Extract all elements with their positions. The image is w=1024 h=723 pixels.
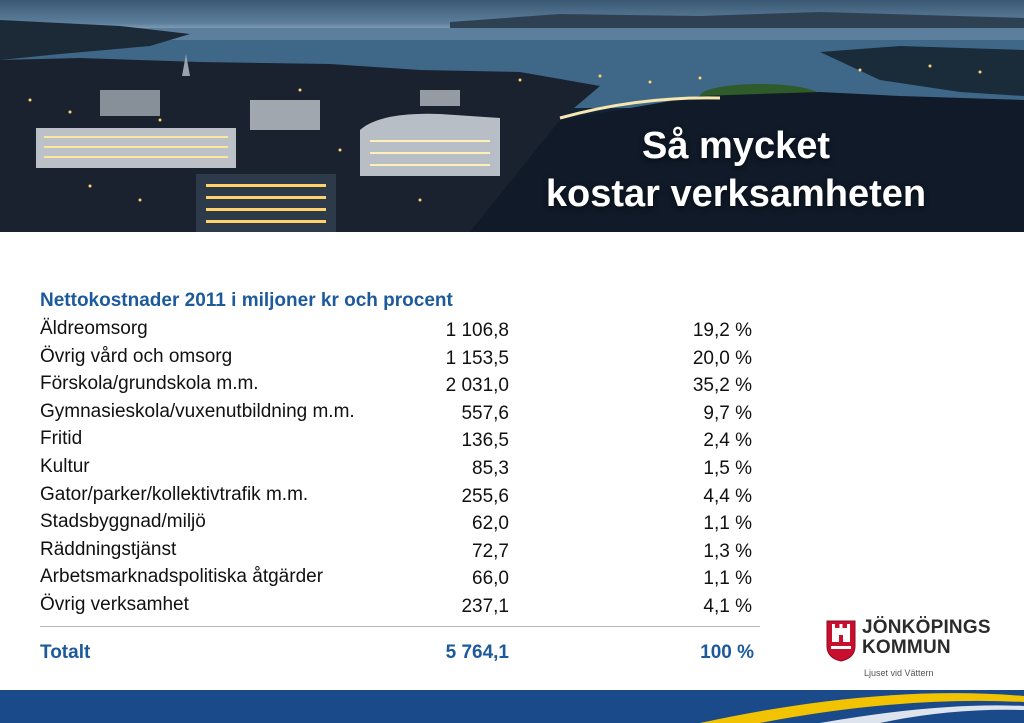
row-percent: 1,1 % [703, 513, 752, 535]
table-title: Nettokostnader 2011 i miljoner kr och pr… [40, 290, 453, 311]
row-category: Räddningstjänst [40, 538, 177, 560]
logo-name: JÖNKÖPINGS KOMMUN [862, 618, 991, 658]
crest-icon [826, 620, 856, 662]
row-amount: 62,0 [472, 513, 509, 535]
total-percent: 100 % [700, 642, 754, 663]
row-percent: 1,3 % [703, 540, 752, 562]
row-category: Stadsbyggnad/miljö [40, 511, 206, 533]
footer-band [0, 690, 1024, 723]
row-category: Kultur [40, 456, 90, 477]
slide-title-line1: Så mycket [641, 125, 830, 167]
footer-wave [700, 693, 1024, 723]
table-row: Gymnasieskola/vuxenutbildning m.m. 557,6 9… [40, 401, 760, 428]
row-category: Fritid [40, 428, 83, 450]
city-photo [0, 12, 1024, 232]
row-amount: 72,7 [472, 540, 509, 562]
row-amount: 1 153,5 [445, 347, 509, 369]
row-amount: 66,0 [472, 568, 509, 590]
total-label: Totalt [40, 642, 91, 663]
table-row: Övrig verksamhet 237,1 4,1 % [40, 594, 760, 621]
table-row: Förskola/grundskola m.m. 2 031,0 35,2 % [40, 373, 760, 400]
table-row: Kultur 85,3 1,5 % [40, 456, 760, 483]
table-row: Gator/parker/kollektivtrafik m.m. 255,6 4,… [40, 484, 760, 511]
jonkoping-logo: JÖNKÖPINGS KOMMUN Ljuset vid Vättern [826, 618, 1006, 682]
table-row: Räddningstjänst 72,7 1,3 % [40, 539, 760, 566]
row-percent: 2,4 % [703, 430, 752, 452]
table-row: Övrig vård och omsorg 1 153,5 20,0 % [40, 346, 760, 373]
row-category: Arbetsmarknadspolitiska åtgärder [40, 566, 324, 588]
row-percent: 4,4 % [703, 485, 752, 507]
row-amount: 136,5 [461, 430, 509, 452]
row-amount: 557,6 [461, 402, 509, 424]
row-category: Äldreomsorg [40, 318, 148, 339]
table-row: Stadsbyggnad/miljö 62,0 1,1 % [40, 511, 760, 538]
row-percent: 9,7 % [703, 402, 752, 424]
total-row: Totalt 5 764,1 100 % [40, 642, 760, 670]
row-amount: 85,3 [472, 458, 509, 479]
logo-name-line1: JÖNKÖPINGS [862, 617, 991, 638]
row-percent: 1,5 % [703, 458, 752, 479]
row-category: Gator/parker/kollektivtrafik m.m. [40, 483, 309, 505]
row-amount: 237,1 [461, 596, 509, 617]
logo-name-line2: KOMMUN [862, 637, 951, 658]
row-amount: 2 031,0 [445, 375, 509, 397]
row-percent: 20,0 % [692, 347, 752, 369]
total-amount: 5 764,1 [445, 642, 509, 663]
row-category: Gymnasieskola/vuxenutbildning m.m. [40, 400, 355, 422]
row-amount: 255,6 [461, 485, 509, 507]
header-banner: Så mycket kostar verksamheten [0, 0, 1024, 232]
table-row: Arbetsmarknadspolitiska åtgärder 66,0 1,1 … [40, 566, 760, 593]
table-row: Äldreomsorg 1 106,8 19,2 % [40, 318, 760, 345]
row-category: Förskola/grundskola m.m. [40, 373, 259, 395]
total-divider [40, 626, 760, 627]
row-category: Övrig vård och omsorg [40, 345, 233, 367]
row-percent: 4,1 % [703, 596, 752, 617]
row-amount: 1 106,8 [445, 320, 509, 341]
row-percent: 35,2 % [692, 375, 752, 397]
table-row: Fritid 136,5 2,4 % [40, 428, 760, 455]
slide-title-line2: kostar verksamheten [545, 173, 927, 215]
row-percent: 19,2 % [692, 320, 752, 341]
slide-title: Så mycket kostar verksamheten [476, 122, 996, 218]
row-category: Övrig verksamhet [40, 594, 189, 615]
logo-tagline: Ljuset vid Vättern [864, 668, 934, 678]
row-percent: 1,1 % [703, 568, 752, 590]
